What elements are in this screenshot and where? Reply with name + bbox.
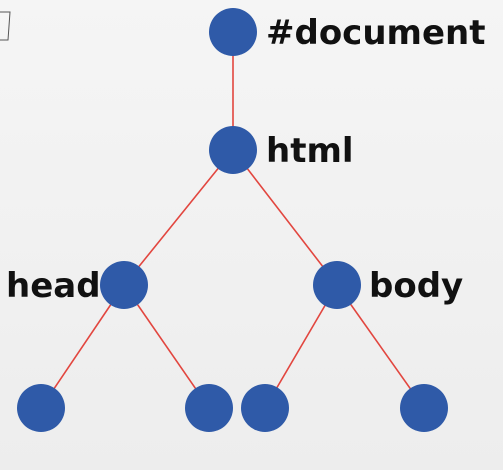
node-head — [100, 261, 148, 309]
label-html: html — [266, 131, 354, 171]
label-document: #document — [266, 13, 486, 53]
corner-mark — [0, 11, 11, 41]
label-body: body — [369, 266, 463, 306]
label-head: head — [6, 266, 101, 306]
edge-html-head — [123, 149, 234, 286]
edge-head-child-2 — [123, 284, 210, 409]
node-body-child-1 — [241, 384, 289, 432]
edge-html-body — [232, 149, 338, 286]
edge-head-child-1 — [40, 284, 125, 409]
node-html — [209, 126, 257, 174]
node-head-child-2 — [185, 384, 233, 432]
edge-body-child-2 — [336, 284, 425, 409]
node-head-child-1 — [17, 384, 65, 432]
node-document — [209, 8, 257, 56]
node-body — [313, 261, 361, 309]
node-body-child-2 — [400, 384, 448, 432]
